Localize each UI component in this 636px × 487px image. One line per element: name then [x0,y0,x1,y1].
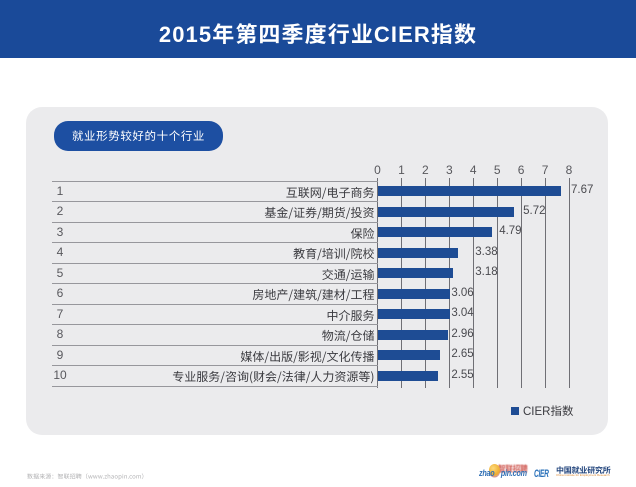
row-rank: 5 [56,265,64,280]
row-separator-line [52,201,378,202]
row-category-label: 保险 [350,224,375,242]
row-separator-line [52,303,378,305]
zhaopin-wordmark-prefix: zhao [479,468,495,478]
row-rank: 7 [56,306,64,321]
cier-bar [378,370,439,381]
row-rank: 4 [56,245,64,260]
bar-value-label: 3.18 [475,266,498,279]
cier-bar [378,288,451,299]
row-category-label: 房地产/建筑/建材/工程 [252,286,375,304]
bar-value-label: 3.04 [451,307,474,320]
cier-bar [378,186,561,197]
cier-logo-english: China Institute for Employment Research [556,474,610,477]
zhaopin-logo: 智联招聘 zhao pin.com [479,455,565,482]
legend-label: CIER指数 [523,405,574,418]
bar-value-label: 5.72 [523,204,546,217]
cier-bar [378,350,441,361]
grid-line-x8 [568,178,570,388]
cier-bar [378,247,458,258]
axis-tick-label: 7 [541,163,549,177]
row-category-label: 媒体/出版/影视/文化传播 [240,347,375,365]
row-separator-line [52,324,378,325]
chart-card [26,107,608,435]
row-category-label: 互联网/电子商务 [285,183,375,201]
chart-legend: CIER指数 [511,404,574,418]
row-rank: 6 [56,286,64,301]
grid-line-x7 [544,178,546,388]
row-category-label: 教育/培训/院校 [293,245,375,263]
axis-tick-label: 2 [422,163,429,177]
row-category-label: 中介服务 [326,306,375,324]
row-separator-line [52,180,378,182]
row-separator-line [52,283,378,284]
bar-value-label: 2.65 [451,348,474,361]
bar-value-label: 3.38 [475,245,498,258]
cier-bar [378,268,454,279]
row-category-label: 专业服务/咨询(财会/法律/人力资源等) [172,368,375,386]
grid-line-x6 [520,178,522,388]
grid-line-x0 [377,178,378,388]
cier-logo-abbr: CIER [534,468,549,480]
cier-logo-chinese: 中国就业研究所 [556,465,611,476]
row-separator-line [52,262,378,264]
row-rank: 9 [56,347,64,362]
row-rank: 8 [56,327,64,342]
bar-value-label: 2.96 [451,327,474,340]
row-category-label: 基金/证券/期货/投资 [264,204,375,222]
grid-line-x5 [496,178,498,388]
page-title: 2015年第四季度行业CIER指数 [158,17,478,49]
row-rank: 10 [53,368,67,383]
cier-bar [378,227,492,238]
cier-bar [378,329,448,340]
row-category-label: 物流/仓储 [321,327,375,345]
row-separator-line [52,385,378,387]
row-separator-line [52,221,378,223]
grid-line-x2 [424,178,426,388]
row-rank: 1 [56,183,64,198]
axis-tick-label: 5 [493,163,501,177]
zhaopin-logo-wordmark: zhao pin.com [479,468,527,478]
bar-value-label: 7.67 [571,184,594,197]
axis-tick-label: 1 [398,163,405,177]
row-rank: 2 [56,204,64,219]
cier-bar [378,309,450,320]
row-separator-line [52,344,378,346]
bar-value-label: 4.79 [499,225,522,238]
axis-tick-label: 4 [469,163,477,177]
cier-logo: CIER 中国就业研究所 China Institute for Employm… [534,462,634,482]
legend-swatch-icon [511,406,519,415]
grid-line-x3 [448,178,450,388]
row-separator-line [52,242,378,243]
title-banner: 2015年第四季度行业CIER指数 [0,0,636,58]
row-separator-line [52,365,378,366]
axis-tick-label: 3 [445,163,453,177]
data-source-note: 数据来源：智联招聘（www.zhaopin.com） [27,472,148,481]
zhaopin-wordmark-suffix: pin.com [500,468,527,478]
zhaopin-sun-icon [489,464,500,476]
bar-value-label: 3.06 [451,286,474,299]
cier-bar [378,206,514,217]
axis-tick-label: 6 [517,163,525,177]
axis-tick-label: 8 [565,163,573,177]
bar-value-label: 2.55 [451,368,474,381]
row-category-label: 交通/运输 [321,265,375,283]
axis-tick-label: 0 [374,163,381,177]
chart-subtitle-tag: 就业形势较好的十个行业 [54,121,223,151]
row-rank: 3 [56,224,64,239]
zhaopin-logo-chinese: 智联招聘 [498,462,528,475]
grid-line-x4 [472,178,474,388]
grid-line-x1 [400,178,402,388]
